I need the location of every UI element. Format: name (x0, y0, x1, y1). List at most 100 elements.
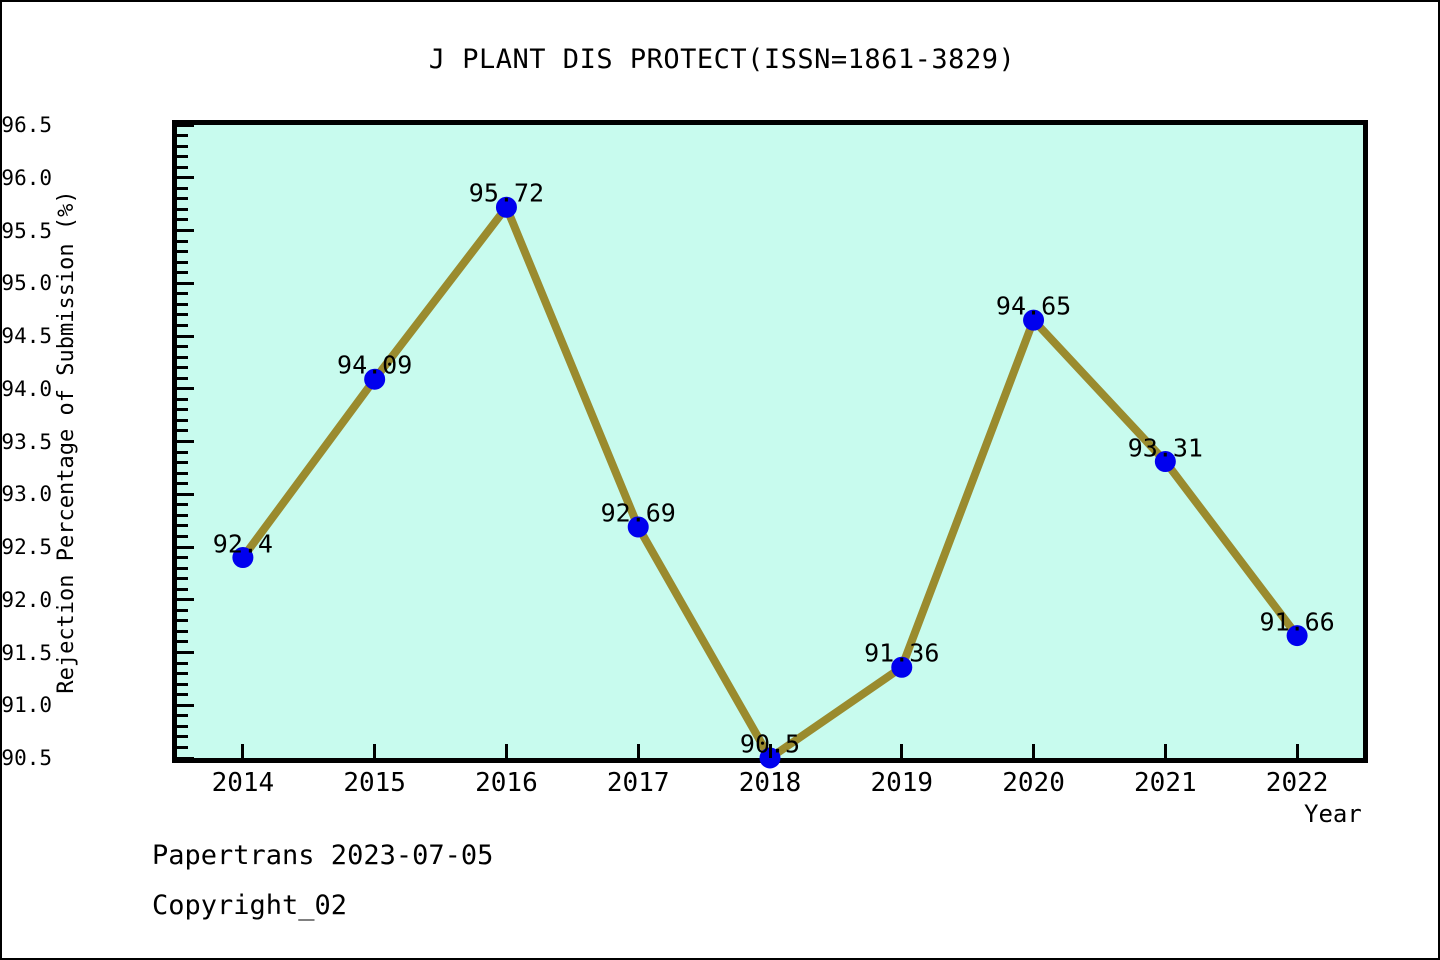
y-axis-minor-tick (177, 735, 188, 739)
y-axis-minor-tick (177, 661, 188, 665)
y-axis-minor-tick (177, 608, 188, 612)
x-axis-tick (373, 744, 377, 758)
y-axis-major-tick (177, 334, 194, 338)
x-axis-tick (636, 744, 640, 758)
y-axis-tick-label: 91.5 (1, 640, 52, 665)
y-axis-minor-tick (177, 629, 188, 633)
y-axis-minor-tick (177, 418, 188, 422)
x-axis-tick-label: 2015 (343, 768, 406, 798)
x-axis-tick (1295, 744, 1299, 758)
y-axis-minor-tick (177, 197, 188, 201)
y-axis-minor-tick (177, 503, 188, 507)
y-axis-tick-label: 96.5 (1, 113, 52, 137)
x-axis-tick (1032, 744, 1036, 758)
data-point-marker[interactable] (1286, 625, 1308, 647)
y-axis-minor-tick (177, 534, 188, 538)
y-axis-tick-label: 91.0 (1, 693, 52, 718)
y-axis-major-tick (177, 492, 194, 496)
y-axis-tick-label: 94.0 (1, 376, 52, 401)
y-axis-tick-label: 96.0 (1, 165, 52, 190)
y-axis-title: Rejection Percentage of Submission (%) (54, 190, 79, 694)
y-axis-tick-label: 95.5 (1, 218, 52, 243)
y-axis-minor-tick (177, 271, 188, 275)
x-axis-title: Year (1304, 800, 1362, 828)
x-axis-tick-label: 2014 (211, 768, 275, 798)
y-axis-major-tick (177, 651, 194, 654)
y-axis-minor-tick (177, 429, 188, 433)
y-axis-tick-label: 90.5 (1, 746, 52, 770)
data-point-marker[interactable] (627, 516, 649, 538)
y-axis-minor-tick (177, 155, 188, 159)
plot-area (172, 120, 1368, 769)
data-point-marker[interactable] (495, 196, 517, 218)
footer-source: Papertrans 2023-07-05 (152, 840, 494, 871)
page-title: J PLANT DIS PROTECT(ISSN=1861-3829) (428, 44, 1016, 75)
y-axis-minor-tick (177, 408, 188, 412)
y-axis-minor-tick (177, 672, 188, 676)
plot-inner (177, 123, 1363, 769)
y-axis-minor-tick (177, 693, 188, 697)
y-axis-major-tick (177, 387, 194, 391)
x-axis-tick-label: 2017 (606, 768, 670, 798)
y-axis-minor-tick (177, 250, 188, 254)
y-axis-minor-tick (177, 376, 188, 380)
y-axis-minor-tick (177, 682, 188, 686)
y-axis-minor-tick (177, 134, 188, 138)
x-axis-tick-label: 2016 (475, 768, 538, 798)
y-axis-major-tick (177, 123, 194, 127)
y-axis-major-tick (177, 703, 194, 707)
data-point-marker[interactable] (364, 368, 386, 390)
data-point-marker[interactable] (1023, 309, 1045, 331)
y-axis-tick-label: 92.0 (1, 587, 52, 612)
y-axis-minor-tick (177, 165, 188, 169)
y-axis-minor-tick (177, 577, 188, 581)
y-axis-tick-label: 92.5 (1, 535, 52, 559)
x-axis-tick (241, 744, 245, 758)
data-series-line (232, 196, 1308, 769)
x-axis-tick (900, 744, 904, 758)
y-axis-tick-label: 95.0 (1, 271, 52, 296)
y-axis-minor-tick (177, 218, 188, 222)
y-axis-minor-tick (177, 587, 188, 591)
y-axis-minor-tick (177, 302, 188, 306)
y-axis-minor-tick (177, 461, 188, 465)
y-axis-minor-tick (177, 144, 188, 148)
y-axis-major-tick (177, 229, 194, 232)
x-axis-tick-label: 2018 (738, 768, 802, 798)
x-axis-tick (1163, 744, 1167, 758)
y-axis-minor-tick (177, 345, 188, 349)
y-axis-tick-label: 93.5 (1, 429, 52, 454)
y-axis-major-tick (177, 598, 194, 602)
y-axis-major-tick (177, 176, 194, 180)
y-axis-minor-tick (177, 450, 188, 454)
data-point-marker[interactable] (232, 547, 254, 569)
x-axis-tick-label: 2019 (870, 768, 934, 798)
y-axis-minor-tick (177, 619, 188, 623)
series-line (238, 203, 1302, 762)
x-axis-tick (768, 744, 772, 758)
y-axis-minor-tick (177, 640, 188, 644)
y-axis-tick-label: 94.5 (1, 324, 52, 348)
y-axis-minor-tick (177, 186, 188, 190)
data-point-marker[interactable] (1154, 451, 1176, 473)
y-axis-minor-tick (177, 471, 188, 475)
data-point-marker[interactable] (891, 656, 913, 678)
y-axis-minor-tick (177, 566, 188, 570)
y-axis-minor-tick (177, 524, 188, 528)
y-axis-minor-tick (177, 714, 188, 718)
y-axis-minor-tick (177, 239, 188, 243)
y-axis-minor-tick (177, 260, 188, 264)
y-axis-minor-tick (177, 513, 188, 517)
footer-copyright: Copyright_02 (152, 890, 348, 921)
y-axis-major-tick (177, 281, 194, 285)
y-axis-major-tick (177, 545, 194, 549)
y-axis-minor-tick (177, 482, 188, 486)
y-axis-minor-tick (177, 313, 188, 317)
x-axis-tick-label: 2022 (1265, 768, 1329, 798)
y-axis-tick-label: 93.0 (1, 482, 52, 507)
y-axis-minor-tick (177, 366, 188, 370)
y-axis-minor-tick (177, 207, 188, 211)
y-axis-minor-tick (177, 724, 188, 728)
x-axis-tick-label: 2021 (1134, 768, 1197, 798)
